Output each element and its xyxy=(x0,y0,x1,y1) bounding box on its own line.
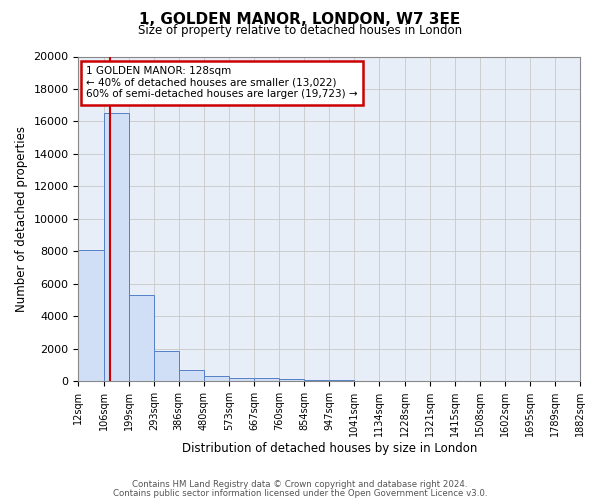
Bar xyxy=(329,380,355,381)
Bar xyxy=(254,378,279,381)
X-axis label: Distribution of detached houses by size in London: Distribution of detached houses by size … xyxy=(182,442,477,455)
Text: Contains HM Land Registry data © Crown copyright and database right 2024.: Contains HM Land Registry data © Crown c… xyxy=(132,480,468,489)
Text: Size of property relative to detached houses in London: Size of property relative to detached ho… xyxy=(138,24,462,37)
Text: 1 GOLDEN MANOR: 128sqm
← 40% of detached houses are smaller (13,022)
60% of semi: 1 GOLDEN MANOR: 128sqm ← 40% of detached… xyxy=(86,66,358,100)
Bar xyxy=(204,376,229,381)
Bar xyxy=(304,380,329,381)
Bar xyxy=(229,378,254,381)
Bar xyxy=(179,370,204,381)
Bar xyxy=(104,114,128,381)
Y-axis label: Number of detached properties: Number of detached properties xyxy=(15,126,28,312)
Bar xyxy=(79,250,104,381)
Text: Contains public sector information licensed under the Open Government Licence v3: Contains public sector information licen… xyxy=(113,488,487,498)
Bar xyxy=(154,351,179,381)
Bar xyxy=(128,295,154,381)
Text: 1, GOLDEN MANOR, LONDON, W7 3EE: 1, GOLDEN MANOR, LONDON, W7 3EE xyxy=(139,12,461,28)
Bar xyxy=(279,379,304,381)
